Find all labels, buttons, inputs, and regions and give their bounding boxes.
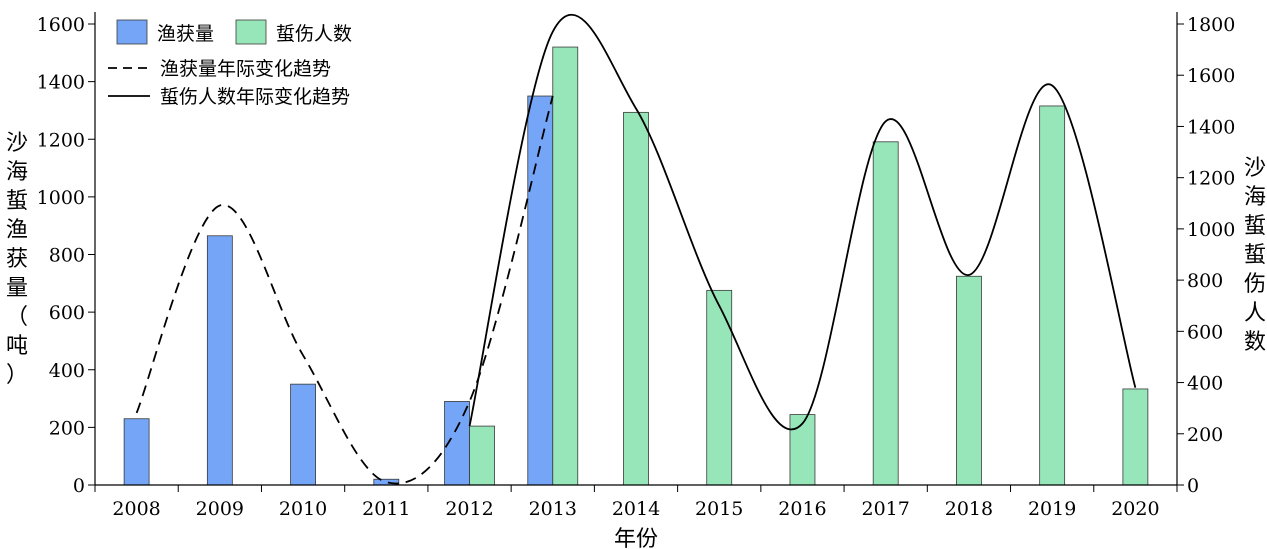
- left-y-tick-label: 200: [49, 417, 85, 439]
- legend-swatch-catch: [116, 19, 148, 45]
- bar-injuries-2020: [1122, 388, 1149, 486]
- right-y-tick-label: 1800: [1187, 14, 1235, 36]
- x-tick-label: 2015: [695, 498, 743, 520]
- bar-catch-2009: [206, 235, 233, 486]
- x-tick-label: 2018: [945, 498, 993, 520]
- left-y-tick-label: 1200: [37, 129, 85, 151]
- left-y-tick-label: 1000: [37, 187, 85, 209]
- bar-injuries-2016: [789, 414, 816, 486]
- left-y-tick-label: 1400: [37, 72, 85, 94]
- bar-injuries-2019: [1039, 105, 1066, 486]
- x-axis-title: 年份: [614, 527, 658, 549]
- x-tick-label: 2014: [612, 498, 660, 520]
- bar-catch-2008: [123, 418, 150, 486]
- right-y-tick-label: 1600: [1187, 65, 1235, 87]
- x-tick-label: 2012: [445, 498, 493, 520]
- bar-injuries-2017: [872, 141, 899, 486]
- legend-swatch-injuries: [235, 19, 267, 45]
- left-y-tick-label: 0: [73, 475, 85, 497]
- bar-injuries-2014: [623, 111, 649, 486]
- bar-injuries-2018: [956, 275, 982, 486]
- bar-injuries-2013: [552, 46, 579, 486]
- bar-injuries-2015: [706, 289, 733, 486]
- left-y-tick-label: 400: [49, 360, 85, 382]
- left-y-axis-title: 沙海蜇渔获量（吨）: [6, 131, 28, 388]
- x-tick-label: 2019: [1028, 498, 1076, 520]
- bar-catch-2013: [527, 95, 554, 486]
- left-y-tick-label: 1600: [37, 14, 85, 36]
- left-y-tick-label: 800: [49, 245, 85, 267]
- legend-label-injuries-trend: 蜇伤人数年际变化趋势: [160, 86, 350, 108]
- legend-label-catch-trend: 渔获量年际变化趋势: [160, 58, 331, 80]
- x-tick-label: 2009: [196, 498, 244, 520]
- right-y-tick-label: 800: [1187, 270, 1223, 292]
- bar-injuries-2012: [469, 425, 495, 486]
- x-tick-label: 2011: [362, 498, 410, 520]
- bar-catch-2010: [290, 383, 316, 486]
- legend-label-injuries: 蜇伤人数: [276, 23, 352, 45]
- right-y-tick-label: 1400: [1187, 116, 1235, 138]
- right-y-axis-title: 沙海蜇蜇伤人数: [1244, 156, 1266, 355]
- legend-label-catch: 渔获量: [157, 23, 214, 45]
- right-y-tick-label: 1000: [1187, 219, 1235, 241]
- x-tick-label: 2013: [529, 498, 577, 520]
- right-y-tick-label: 0: [1187, 475, 1199, 497]
- right-y-tick-label: 400: [1187, 373, 1223, 395]
- injuries-trend-line: [468, 14, 1137, 431]
- right-y-tick-label: 1200: [1187, 168, 1235, 190]
- x-tick-label: 2010: [279, 498, 327, 520]
- left-y-tick-label: 600: [49, 302, 85, 324]
- right-y-tick-label: 600: [1187, 321, 1223, 343]
- x-tick-label: 2020: [1111, 498, 1159, 520]
- x-tick-label: 2008: [112, 498, 160, 520]
- x-tick-label: 2017: [862, 498, 910, 520]
- catch-trend-line: [135, 95, 554, 485]
- right-y-tick-label: 200: [1187, 424, 1223, 446]
- x-tick-label: 2016: [778, 498, 826, 520]
